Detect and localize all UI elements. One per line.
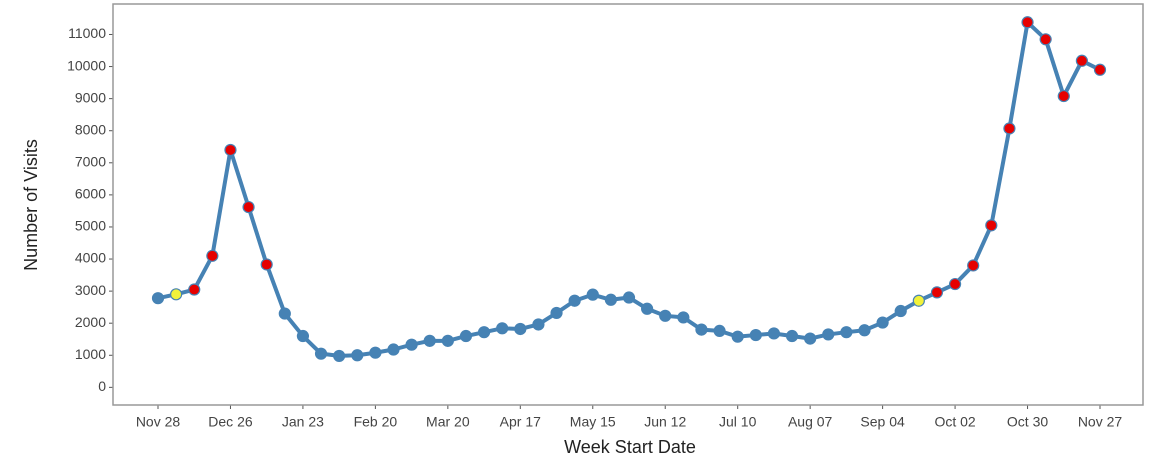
point — [333, 349, 346, 363]
point — [876, 316, 889, 329]
point — [1003, 122, 1016, 135]
x-tick-label: Oct 30 — [1007, 414, 1048, 430]
point — [622, 291, 636, 304]
y-tick-label: 8000 — [75, 121, 106, 137]
point — [767, 327, 781, 340]
point — [948, 277, 962, 291]
x-tick-label: Sep 04 — [860, 414, 905, 430]
point — [641, 302, 654, 315]
point — [387, 343, 400, 356]
point — [749, 328, 762, 342]
point — [423, 334, 436, 347]
point — [477, 326, 491, 339]
point — [496, 322, 509, 335]
point — [151, 292, 165, 305]
x-tick-label: Aug 07 — [788, 414, 833, 430]
x-tick-label: Oct 02 — [934, 414, 975, 430]
point — [532, 318, 545, 331]
point — [858, 324, 871, 337]
y-tick-label: 6000 — [75, 186, 106, 202]
point — [405, 338, 418, 351]
x-tick-label: Nov 28 — [136, 414, 181, 430]
point — [804, 332, 817, 345]
x-tick-label: May 15 — [570, 414, 616, 430]
point — [550, 306, 563, 320]
point — [1021, 16, 1034, 29]
point — [1075, 54, 1088, 67]
y-tick-label: 1000 — [75, 346, 106, 362]
y-tick-label: 9000 — [75, 89, 106, 105]
point — [604, 293, 617, 306]
x-tick-label: Jan 23 — [282, 414, 324, 430]
x-tick-label: Feb 20 — [354, 414, 398, 430]
point — [967, 259, 980, 272]
y-tick-label: 3000 — [75, 282, 106, 298]
point — [731, 330, 744, 343]
point — [586, 288, 599, 301]
point — [314, 347, 328, 360]
point — [894, 304, 907, 318]
plot-panel — [112, 3, 1144, 406]
y-tick-label: 0 — [98, 378, 106, 394]
point — [912, 294, 925, 307]
point — [296, 329, 310, 343]
x-tick-label: Mar 20 — [426, 414, 470, 430]
x-tick-label: Jul 10 — [719, 414, 757, 430]
point — [985, 219, 998, 232]
y-tick-label: 5000 — [75, 218, 106, 234]
x-tick-label: Dec 26 — [208, 414, 253, 430]
point — [785, 329, 799, 343]
point — [188, 283, 201, 296]
point — [369, 346, 382, 359]
y-axis-title: Number of Visits — [21, 139, 41, 271]
point — [170, 288, 183, 301]
point — [1057, 89, 1070, 103]
point — [1039, 33, 1052, 46]
y-tick-label: 2000 — [75, 314, 106, 330]
x-tick-label: Apr 17 — [500, 414, 541, 430]
point — [1093, 63, 1107, 76]
point — [278, 307, 291, 320]
x-tick-label: Jun 12 — [644, 414, 686, 430]
point — [568, 294, 581, 307]
point — [840, 326, 853, 339]
point — [206, 249, 219, 262]
point — [514, 322, 527, 336]
y-tick-label: 4000 — [75, 250, 106, 266]
point — [677, 311, 690, 324]
point — [441, 334, 454, 347]
x-axis-title: Week Start Date — [564, 437, 696, 457]
point — [459, 329, 473, 343]
point — [260, 258, 273, 271]
point — [930, 286, 944, 299]
x-tick-label: Nov 27 — [1078, 414, 1123, 430]
point — [224, 143, 237, 157]
point — [713, 324, 726, 337]
y-tick-label: 11000 — [68, 25, 106, 41]
point — [822, 328, 835, 341]
point — [351, 349, 364, 362]
point — [242, 200, 255, 214]
y-tick-label: 10000 — [67, 57, 106, 73]
y-tick-label: 7000 — [75, 153, 106, 169]
point — [695, 323, 708, 336]
point — [659, 309, 672, 322]
